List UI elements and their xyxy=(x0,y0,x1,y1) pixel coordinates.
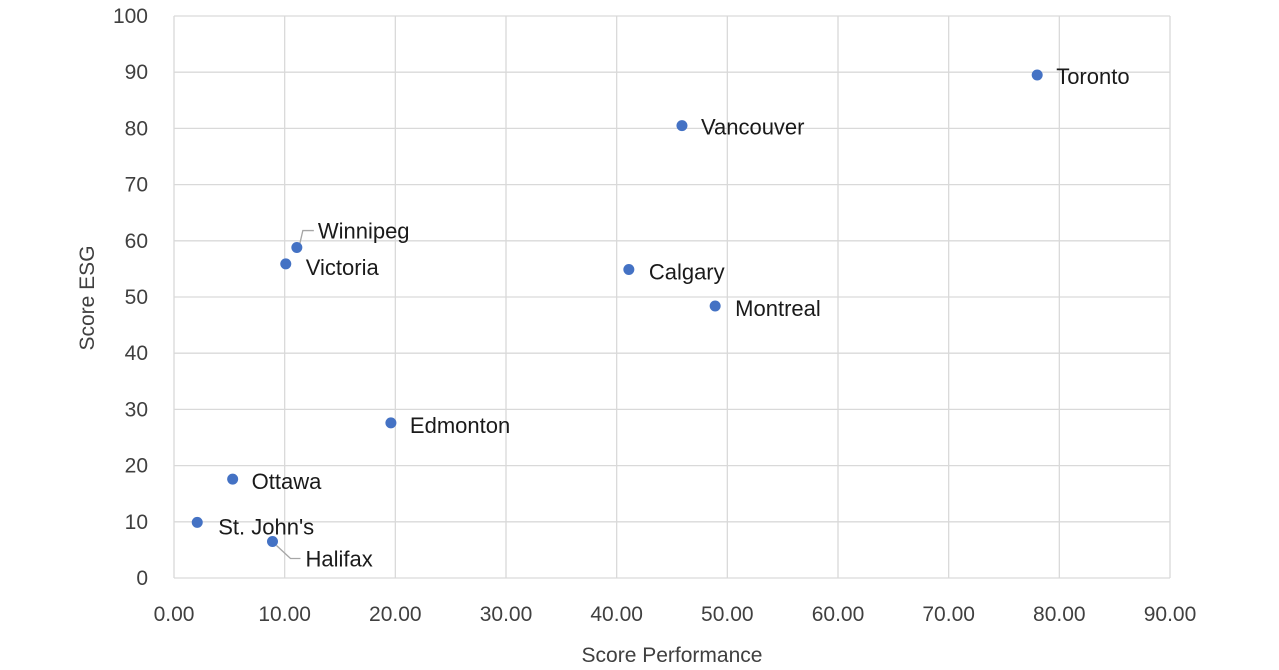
x-tick-label: 40.00 xyxy=(590,603,643,626)
x-tick-label: 90.00 xyxy=(1144,603,1197,626)
data-label: Halifax xyxy=(305,546,372,571)
data-point xyxy=(709,300,721,312)
y-tick-label: 80 xyxy=(125,117,148,140)
data-label: Edmonton xyxy=(410,413,510,438)
y-tick-labels: 0 10 20 30 40 50 60 70 80 90 100 xyxy=(113,5,148,590)
y-tick-label: 10 xyxy=(125,511,148,534)
data-point xyxy=(266,535,278,547)
data-label: Victoria xyxy=(306,255,380,280)
x-tick-label: 60.00 xyxy=(812,603,865,626)
data-point xyxy=(191,516,203,528)
data-labels: Toronto Vancouver Winnipeg Victoria Calgary M… xyxy=(218,64,1129,571)
x-tick-label: 30.00 xyxy=(480,603,533,626)
y-tick-label: 0 xyxy=(136,567,148,590)
grid-lines xyxy=(174,15,1171,578)
y-tick-label: 40 xyxy=(125,342,148,365)
data-label: Calgary xyxy=(649,259,725,284)
data-point xyxy=(623,263,635,275)
y-tick-label: 100 xyxy=(113,5,148,28)
y-tick-label: 90 xyxy=(125,61,148,84)
data-label: St. John's xyxy=(218,514,314,539)
data-label: Toronto xyxy=(1056,64,1129,89)
data-label: Montreal xyxy=(735,296,821,321)
data-label: Vancouver xyxy=(701,115,805,140)
x-tick-label: 70.00 xyxy=(922,603,975,626)
data-points xyxy=(191,69,1043,547)
leader-line xyxy=(276,544,301,560)
leader-line xyxy=(299,229,314,244)
y-tick-label: 20 xyxy=(125,455,148,478)
data-point xyxy=(227,473,239,485)
data-label: Winnipeg xyxy=(318,219,410,244)
x-tick-label: 50.00 xyxy=(701,603,754,626)
data-point xyxy=(291,242,303,254)
leader-lines xyxy=(276,229,314,560)
y-tick-label: 70 xyxy=(125,174,148,197)
x-tick-label: 20.00 xyxy=(369,603,422,626)
data-label: Ottawa xyxy=(252,469,322,494)
y-tick-label: 60 xyxy=(125,230,148,253)
x-axis-title: Score Performance xyxy=(582,644,763,667)
x-tick-label: 10.00 xyxy=(258,603,311,626)
x-tick-label: 80.00 xyxy=(1033,603,1086,626)
y-tick-label: 30 xyxy=(125,398,148,421)
data-point xyxy=(385,417,397,429)
y-tick-label: 50 xyxy=(125,286,148,309)
data-point xyxy=(1031,69,1043,81)
data-point xyxy=(280,258,292,270)
axes xyxy=(173,16,1170,579)
x-tick-labels: 0.00 10.00 20.00 30.00 40.00 50.00 60.00 70.00 8… xyxy=(154,603,1197,626)
y-axis-title: Score ESG xyxy=(76,245,99,350)
data-point xyxy=(676,120,688,132)
x-tick-label: 0.00 xyxy=(154,603,195,626)
